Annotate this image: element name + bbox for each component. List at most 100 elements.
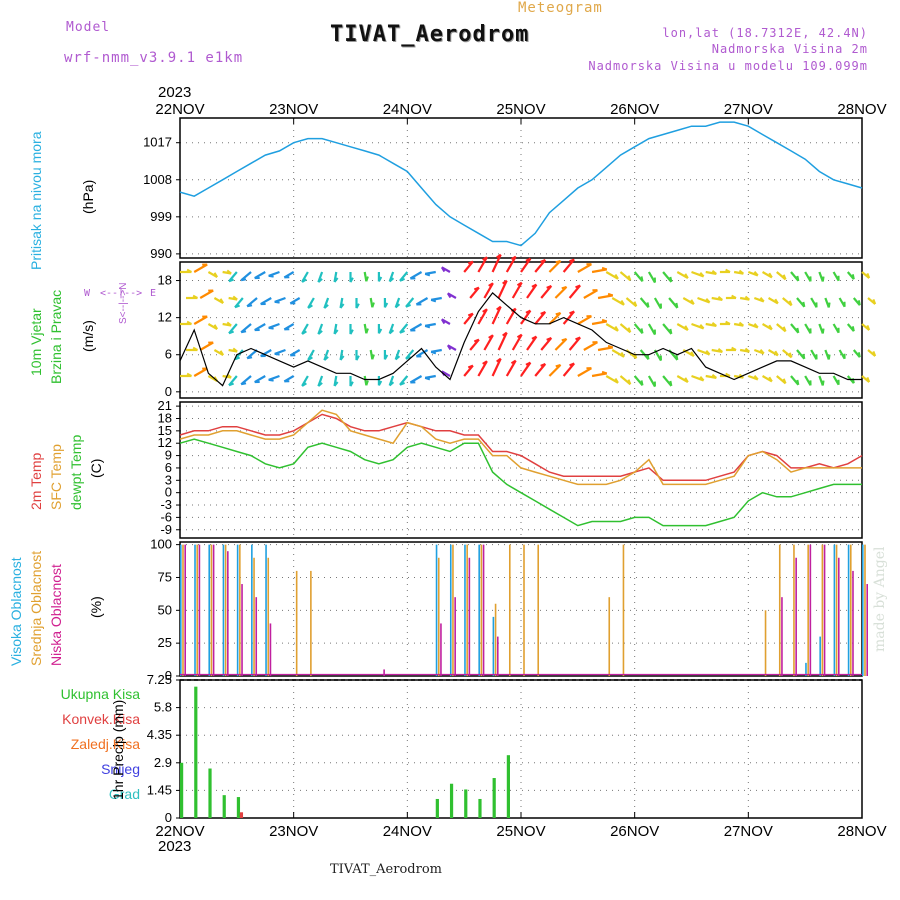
wind-barb [505, 360, 517, 377]
wind-barb-head [561, 285, 567, 290]
cloud-bar-2 [837, 557, 840, 676]
wind-barb-head [228, 382, 235, 387]
precip-bar-0 [222, 795, 226, 818]
wind-barb-head [788, 352, 793, 358]
cloud-bar-2 [212, 544, 215, 676]
cloud-bar-1 [310, 570, 312, 676]
wind-barb-head [378, 328, 383, 334]
wind-barb-head [782, 378, 787, 384]
wind-barb-head [424, 272, 431, 277]
pressure-ytick-label: 999 [150, 209, 172, 224]
wind-barb-head [607, 292, 614, 297]
cloud-bar-2 [454, 597, 456, 676]
wind-barb-head [333, 329, 339, 335]
wind-barb-head [339, 303, 345, 309]
wind-barb [193, 263, 208, 273]
wind-barb-head [274, 300, 280, 304]
wind-barb-head [620, 300, 625, 306]
cloud-bar-2 [482, 544, 485, 676]
wind-barb-head [768, 272, 773, 278]
temp-ytick-label: 0 [165, 485, 172, 500]
compass-w: W [84, 288, 91, 299]
wind-barb [240, 323, 252, 334]
wind-ytick-label: 0 [165, 384, 172, 399]
wind-barb [562, 310, 576, 325]
wind-barb [691, 322, 704, 330]
precip-bar-0 [449, 783, 454, 818]
wind-barb [577, 315, 592, 325]
cloud-bar-2 [440, 623, 442, 676]
wind-barb-head [753, 375, 759, 381]
pressure-ytick-label: 990 [150, 246, 172, 261]
wind-barb-head [802, 353, 806, 360]
temp-ytick-label: 3 [165, 472, 172, 487]
wind-barb-head [307, 304, 313, 309]
cloud-bar-0 [194, 544, 196, 676]
x-label-bottom: 24NOV [383, 823, 432, 840]
legend-total-rain: Ukupna Kisa [60, 686, 140, 702]
wind-barb [505, 256, 517, 273]
wind-barb-head [405, 304, 411, 308]
wind-barb-head [725, 320, 731, 325]
wind-barb-head [555, 259, 561, 264]
cloud-bar-0 [805, 662, 807, 676]
wind-barb-head [607, 344, 614, 349]
wind-barb [691, 374, 704, 382]
precip-frame [179, 679, 863, 819]
temp-ytick-label: 15 [158, 423, 172, 438]
wind-barb [591, 320, 608, 326]
wind-barb [540, 337, 553, 351]
wind-barb-head [614, 378, 619, 384]
year-top: 2023 [158, 84, 192, 101]
wind-barb-head [857, 300, 861, 306]
wind-barb-head [323, 356, 329, 361]
cloud-bar-0 [449, 544, 452, 676]
wind-barb-head [186, 268, 192, 273]
cloud-bar-2 [795, 557, 797, 676]
x-label-bottom: 22NOV [155, 823, 204, 840]
wind-barb-head [569, 310, 575, 315]
wind-barb-head [502, 331, 508, 337]
wind-barb-head [711, 269, 717, 275]
x-label-top: 23NOV [269, 101, 318, 118]
wind-barb-head [219, 298, 225, 304]
wind-barb-head [323, 304, 329, 309]
wind-barb [469, 338, 480, 351]
wind-barb-head [753, 323, 759, 329]
wind-barb-head [782, 326, 787, 332]
wind-barb-head [219, 350, 225, 356]
wind-barb-head [684, 377, 689, 383]
wind-barb-head [240, 382, 247, 386]
wind-barb [540, 285, 553, 299]
wind-barb-head [378, 276, 383, 282]
wind-barb-head [669, 328, 673, 335]
wind-barb-head [268, 326, 274, 330]
wind-barb-head [768, 324, 773, 330]
cloud-bar-1 [253, 557, 255, 676]
wind-barb-head [301, 382, 307, 387]
wind-barb-head [738, 321, 745, 327]
wind-barb [491, 254, 502, 273]
wind-barb-head [796, 327, 800, 334]
wind-barb [477, 308, 488, 325]
cloud-ytick-label: 0 [165, 668, 172, 683]
wind-barb-head [699, 323, 705, 330]
precip-ytick-label: 0 [165, 810, 172, 825]
wind-barb [562, 258, 576, 273]
wind-barb-head [516, 281, 523, 287]
cloud-bar-2 [241, 584, 243, 676]
precip-bar-0 [478, 798, 482, 818]
wind-barb-head [228, 278, 235, 283]
wind-barb-head [640, 380, 644, 386]
pressure-frame [179, 117, 863, 259]
wind-barb-head [488, 282, 494, 287]
wind-barb-head [699, 375, 705, 382]
wind-barb [619, 323, 632, 334]
wind-barb-head [389, 277, 395, 283]
cloud-bar-0 [862, 544, 864, 676]
wind-barb [697, 296, 710, 304]
precip-bar-0 [435, 798, 439, 818]
wind-barb-head [333, 381, 339, 387]
wind-barb [619, 271, 632, 282]
